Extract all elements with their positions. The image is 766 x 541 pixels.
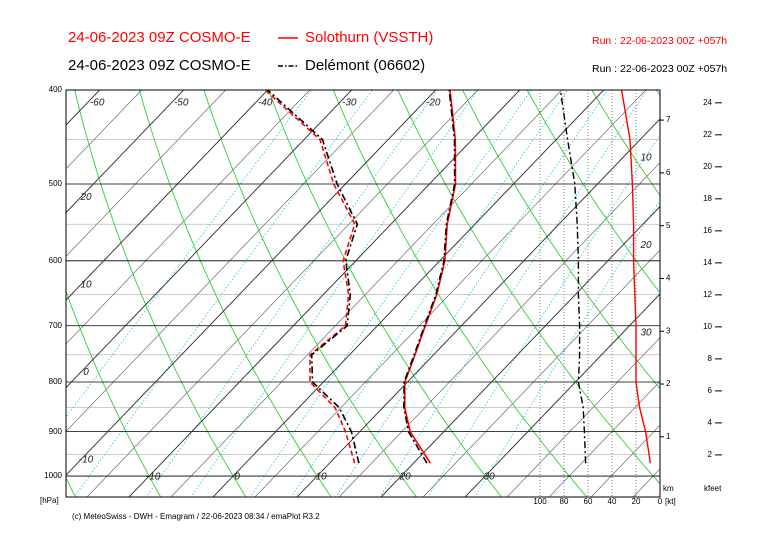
footer: (c) MeteoSwiss - DWH - Emagram / 22-06-2…	[72, 512, 320, 521]
kfeet-tick-label: 16	[703, 226, 712, 235]
isotherm	[66, 90, 142, 170]
y-tick-label: 600	[49, 256, 63, 265]
kfeet-tick-label: 6	[708, 386, 713, 395]
wind-tick-label: 100	[533, 497, 547, 506]
x-tick-label: 20	[639, 240, 652, 251]
temperature-line	[403, 90, 456, 464]
km-tick-label: 5	[666, 221, 671, 230]
plot-frame	[65, 89, 661, 498]
wind-unit: [kt]	[665, 497, 676, 506]
isotherm	[254, 90, 646, 497]
mixing-ratio-line	[249, 90, 532, 497]
x-tick-label: 10	[80, 280, 92, 291]
dry-adiabat	[462, 90, 660, 390]
profiles	[264, 90, 652, 464]
mixing-ratio-line	[427, 134, 660, 497]
x-tick-label: 10	[316, 472, 328, 483]
kfeet-tick-label: 20	[703, 162, 712, 171]
isotherm-tick	[380, 205, 660, 497]
isotherm	[590, 424, 660, 497]
x-tick-label: -50	[174, 98, 189, 109]
legend-run: Run : 22-06-2023 00Z +057h	[592, 35, 727, 47]
x-tick-label: -10	[79, 455, 94, 466]
isotherm-tick	[296, 118, 660, 497]
isotherm-tick	[66, 90, 353, 389]
isotherm	[86, 90, 478, 497]
y-tick-label: 500	[49, 179, 63, 188]
x-tick-label: 30	[640, 327, 652, 338]
isotherm-tick	[66, 90, 437, 476]
y-tick-label: 400	[49, 85, 63, 94]
kfeet-tick-label: 10	[703, 322, 712, 331]
wind-tick-label: 60	[584, 497, 593, 506]
mixing-ratio-line	[379, 90, 648, 497]
dewpoint-line	[267, 90, 360, 464]
x-tick-label: -30	[342, 98, 357, 109]
wind-tick-label: 80	[560, 497, 569, 506]
kfeet-tick-label: 18	[703, 194, 712, 203]
y-tick-label: 900	[49, 427, 63, 436]
kfeet-tick-label: 4	[708, 418, 713, 427]
y-tick-label: 1000	[44, 471, 62, 480]
km-label: km	[663, 484, 674, 493]
km-tick-label: 1	[666, 432, 671, 441]
wind-speed-line	[620, 90, 652, 464]
isotherm	[66, 90, 310, 345]
wind-tick-label: 20	[632, 497, 641, 506]
x-tick-label: 10	[640, 152, 652, 163]
kfeet-tick-label: 22	[703, 130, 712, 139]
wind-tick-label: 0	[658, 497, 663, 506]
isotherm	[548, 381, 660, 497]
legend-name: Delémont (06602)	[305, 57, 425, 74]
isotherm-tick	[66, 90, 269, 301]
x-tick-label: 20	[79, 192, 92, 203]
y-axis-label: [hPa]	[40, 496, 59, 505]
kfeet-tick-label: 8	[708, 354, 713, 363]
km-tick-label: 7	[666, 115, 671, 124]
km-tick-label: 6	[666, 168, 671, 177]
kfeet-tick-label: 12	[703, 290, 712, 299]
x-tick-label: -20	[426, 98, 441, 109]
kfeet-label: kfeet	[704, 484, 722, 493]
mixing-ratio-line	[290, 90, 569, 497]
x-tick-label: -10	[146, 472, 161, 483]
x-tick-label: 0	[234, 472, 240, 483]
legend-name: Solothurn (VSSTH)	[305, 29, 433, 46]
y-tick-label: 800	[49, 377, 63, 386]
isotherm	[338, 162, 660, 497]
legend-model: 24-06-2023 09Z COSMO-E	[68, 29, 251, 46]
wind-speed-line	[559, 90, 587, 464]
dry-adiabat	[591, 90, 660, 197]
wind-tick-label: 40	[608, 497, 617, 506]
x-tick-label: 30	[484, 472, 496, 483]
isotherm-tick	[212, 90, 605, 497]
legend-model: 24-06-2023 09Z COSMO-E	[68, 57, 251, 74]
x-tick-label: 0	[83, 367, 89, 378]
background-lines	[66, 90, 660, 497]
isotherm	[506, 337, 660, 497]
kfeet-tick-label: 24	[703, 98, 712, 107]
legend-run: Run : 22-06-2023 00Z +057h	[592, 63, 727, 75]
x-tick-label: 20	[399, 472, 412, 483]
y-tick-label: 700	[49, 321, 63, 330]
isotherm	[170, 90, 562, 497]
km-tick-label: 4	[666, 274, 671, 283]
kfeet-tick-label: 14	[703, 258, 712, 267]
km-tick-label: 3	[666, 326, 671, 335]
kfeet-tick-label: 2	[708, 450, 713, 459]
dry-adiabat	[526, 90, 660, 294]
km-tick-label: 2	[666, 379, 671, 388]
x-tick-label: -60	[90, 98, 105, 109]
x-tick-label: -40	[258, 98, 273, 109]
isotherm-tick	[464, 293, 660, 497]
temperature-line	[403, 90, 457, 464]
isotherm-tick	[66, 90, 184, 214]
isotherm	[422, 249, 660, 497]
